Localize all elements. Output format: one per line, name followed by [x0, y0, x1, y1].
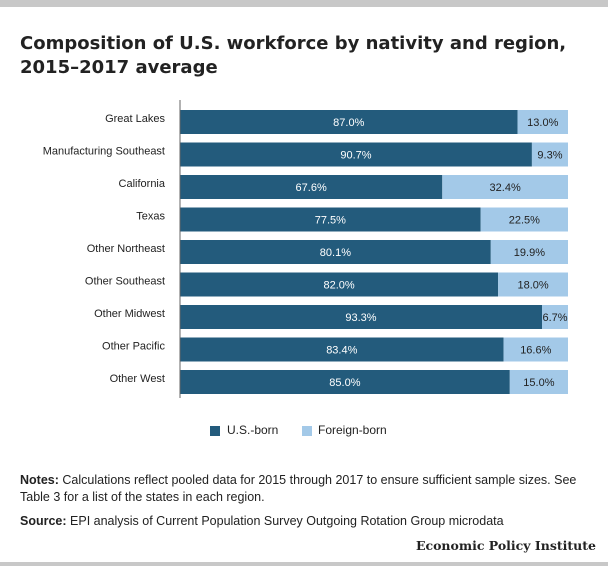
bar-us-born [180, 337, 504, 362]
notes: Notes: Calculations reflect pooled data … [20, 472, 590, 506]
category-label: Other Pacific [102, 340, 165, 352]
legend-label-foreign-born: Foreign-born [318, 423, 387, 437]
category-label: Texas [136, 210, 165, 222]
bar-foreign-born [442, 175, 568, 199]
data-label-us-born: 87.0% [333, 117, 364, 129]
bar-foreign-born [517, 110, 568, 134]
source-label: Source: [20, 514, 67, 528]
category-label: California [119, 178, 166, 190]
data-label-foreign-born: 18.0% [517, 279, 548, 291]
bar-us-born [180, 175, 443, 199]
category-label: Manufacturing Southeast [43, 145, 165, 157]
data-label-us-born: 67.6% [296, 182, 327, 194]
bar-us-born [180, 272, 499, 297]
data-label-us-born: 85.0% [329, 377, 360, 389]
source-text: EPI analysis of Current Population Surve… [66, 514, 504, 528]
bar-us-born [180, 305, 543, 329]
data-label-us-born: 90.7% [340, 149, 371, 161]
bottom-border [0, 562, 608, 566]
category-label: Other West [110, 373, 165, 385]
bar-us-born [180, 110, 518, 134]
bar-foreign-born [490, 240, 568, 264]
data-label-us-born: 93.3% [345, 312, 376, 324]
legend-swatch-us-born [210, 426, 220, 436]
data-label-foreign-born: 22.5% [509, 214, 540, 226]
data-label-us-born: 82.0% [323, 279, 354, 291]
brand-logo-text: Economic Policy Institute [415, 538, 596, 553]
data-label-foreign-born: 15.0% [523, 377, 554, 389]
data-label-foreign-born: 13.0% [527, 117, 558, 129]
bar-us-born [180, 240, 491, 264]
notes-label: Notes: [20, 473, 59, 487]
bar-foreign-born [542, 305, 568, 329]
bar-us-born [180, 207, 481, 232]
bar-foreign-born [498, 272, 568, 297]
category-label: Other Midwest [94, 308, 165, 320]
data-label-foreign-born: 9.3% [537, 149, 562, 161]
category-label: Other Southeast [85, 275, 165, 287]
bar-foreign-born [503, 337, 568, 362]
data-label-foreign-born: 16.6% [520, 344, 551, 356]
source: Source: EPI analysis of Current Populati… [20, 513, 590, 530]
legend-label-us-born: U.S.-born [227, 423, 278, 437]
data-label-foreign-born: 6.7% [542, 312, 567, 324]
bar-us-born [180, 370, 510, 394]
data-label-foreign-born: 19.9% [514, 247, 545, 259]
chart-title: Composition of U.S. workforce by nativit… [20, 33, 567, 78]
category-label: Great Lakes [105, 113, 165, 125]
bar-us-born [180, 142, 532, 167]
data-label-us-born: 77.5% [315, 214, 346, 226]
bar-foreign-born [531, 142, 568, 167]
data-label-us-born: 83.4% [326, 344, 357, 356]
bar-chart: Great Lakes 87.0% 13.0% Manufacturing South… [43, 100, 568, 437]
data-label-foreign-born: 32.4% [490, 182, 521, 194]
bar-foreign-born [480, 207, 568, 232]
legend-swatch-foreign-born [302, 426, 312, 436]
bar-foreign-born [509, 370, 568, 394]
top-border [0, 0, 608, 7]
data-label-us-born: 80.1% [320, 247, 351, 259]
category-label: Other Northeast [87, 243, 165, 255]
notes-text: Calculations reflect pooled data for 201… [20, 473, 577, 504]
